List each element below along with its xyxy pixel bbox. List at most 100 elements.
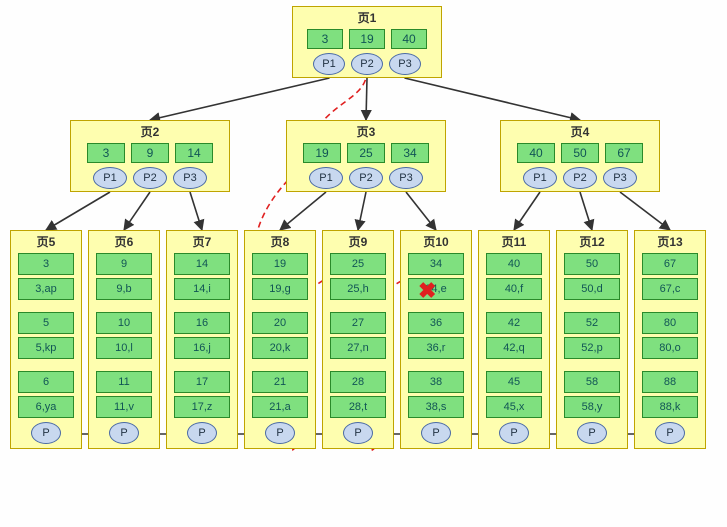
data-cell: 19,g xyxy=(252,278,308,300)
data-cell: 20,k xyxy=(252,337,308,359)
key-cell: 50 xyxy=(561,143,599,163)
diagram-stage: 页131940P1P2P3页23914P1P2P3页3192534P1P2P3页… xyxy=(0,0,727,527)
data-cell: 6,ya xyxy=(18,396,74,418)
key-cell: 14 xyxy=(175,143,213,163)
page-title: 页5 xyxy=(11,233,81,250)
data-cell: 17,z xyxy=(174,396,230,418)
pointer: P3 xyxy=(603,167,637,189)
data-cell: 3,ap xyxy=(18,278,74,300)
key-row: 39 14 xyxy=(71,143,229,167)
data-cell: 3 xyxy=(18,253,74,275)
key-cell: 67 xyxy=(605,143,643,163)
data-cell: 36,r xyxy=(408,337,464,359)
key-cell: 19 xyxy=(303,143,341,163)
leaf-pointer: P xyxy=(187,422,217,444)
page-title: 页3 xyxy=(287,123,445,140)
page-title: 页13 xyxy=(635,233,705,250)
key-row: 192534 xyxy=(287,143,445,167)
pointer: P3 xyxy=(389,53,421,75)
pointer: P3 xyxy=(389,167,423,189)
data-cell: 14,i xyxy=(174,278,230,300)
pointer: P2 xyxy=(351,53,383,75)
data-cell: 21,a xyxy=(252,396,308,418)
leaf-pointer: P xyxy=(265,422,295,444)
key-cell: 34 xyxy=(391,143,429,163)
data-cell: 42,q xyxy=(486,337,542,359)
leaf-p10: 页103434,e3636,r3838,sP xyxy=(400,230,472,449)
pointer: P1 xyxy=(523,167,557,189)
data-cell: 11,v xyxy=(96,396,152,418)
data-cell: 52 xyxy=(564,312,620,334)
page-title: 页9 xyxy=(323,233,393,250)
key-row: 405067 xyxy=(501,143,659,167)
leaf-pointer: P xyxy=(109,422,139,444)
data-cell: 67,c xyxy=(642,278,698,300)
leaf-pointer: P xyxy=(31,422,61,444)
key-cell: 3 xyxy=(87,143,125,163)
page-p4: 页4405067P1P2P3 xyxy=(500,120,660,192)
data-cell: 27 xyxy=(330,312,386,334)
leaf-p12: 页125050,d5252,p5858,yP xyxy=(556,230,628,449)
page-title: 页6 xyxy=(89,233,159,250)
pointer: P2 xyxy=(133,167,167,189)
data-cell: 21 xyxy=(252,371,308,393)
data-cell: 10,l xyxy=(96,337,152,359)
leaf-pointer: P xyxy=(343,422,373,444)
data-cell: 16 xyxy=(174,312,230,334)
page-p2: 页2 39 14 P1 P2 P3 xyxy=(70,120,230,192)
leaf-pointer: P xyxy=(577,422,607,444)
leaf-p5: 页533,ap55,kp66,yaP xyxy=(10,230,82,449)
data-cell: 38 xyxy=(408,371,464,393)
data-cell: 10 xyxy=(96,312,152,334)
leaf-pointer: P xyxy=(655,422,685,444)
key-cell: 40 xyxy=(391,29,427,49)
page-title: 页4 xyxy=(501,123,659,140)
ptr-row: P1P2P3 xyxy=(501,167,659,193)
ptr-row: P1P2P3 xyxy=(287,167,445,193)
data-cell: 16,j xyxy=(174,337,230,359)
data-cell: 58 xyxy=(564,371,620,393)
data-cell: 25 xyxy=(330,253,386,275)
data-cell: 40,f xyxy=(486,278,542,300)
data-cell: 27,n xyxy=(330,337,386,359)
data-cell: 50 xyxy=(564,253,620,275)
leaf-pointer: P xyxy=(421,422,451,444)
data-cell: 17 xyxy=(174,371,230,393)
data-cell: 58,y xyxy=(564,396,620,418)
page-title: 页8 xyxy=(245,233,315,250)
data-cell: 45,x xyxy=(486,396,542,418)
data-cell: 20 xyxy=(252,312,308,334)
data-cell: 50,d xyxy=(564,278,620,300)
pointer: P3 xyxy=(173,167,207,189)
leaf-p7: 页71414,i1616,j1717,zP xyxy=(166,230,238,449)
data-cell: 28 xyxy=(330,371,386,393)
leaf-p6: 页699,b1010,l1111,vP xyxy=(88,230,160,449)
data-cell: 25,h xyxy=(330,278,386,300)
ptr-row: P1P2P3 xyxy=(293,53,441,79)
pointer: P2 xyxy=(349,167,383,189)
x-mark-icon: ✖ xyxy=(418,278,436,304)
key-row: 3 19 40 xyxy=(293,29,441,53)
page-title: 页12 xyxy=(557,233,627,250)
page-title: 页2 xyxy=(71,123,229,140)
page-title: 页1 xyxy=(293,9,441,26)
data-cell: 34 xyxy=(408,253,464,275)
data-cell: 5 xyxy=(18,312,74,334)
data-cell: 9 xyxy=(96,253,152,275)
data-cell: 88,k xyxy=(642,396,698,418)
data-cell: 88 xyxy=(642,371,698,393)
data-cell: 11 xyxy=(96,371,152,393)
pointer: P1 xyxy=(93,167,127,189)
page-p1: 页131940P1P2P3 xyxy=(292,6,442,78)
page-title: 页10 xyxy=(401,233,471,250)
key-cell: 19 xyxy=(349,29,385,49)
data-cell: 36 xyxy=(408,312,464,334)
key-cell: 3 xyxy=(307,29,343,49)
leaf-p9: 页9 25 25,h 27 27,n 28 28,t P xyxy=(322,230,394,449)
data-cell: 40 xyxy=(486,253,542,275)
key-cell: 9 xyxy=(131,143,169,163)
data-cell: 28,t xyxy=(330,396,386,418)
data-cell: 42 xyxy=(486,312,542,334)
data-cell: 45 xyxy=(486,371,542,393)
data-cell: 6 xyxy=(18,371,74,393)
